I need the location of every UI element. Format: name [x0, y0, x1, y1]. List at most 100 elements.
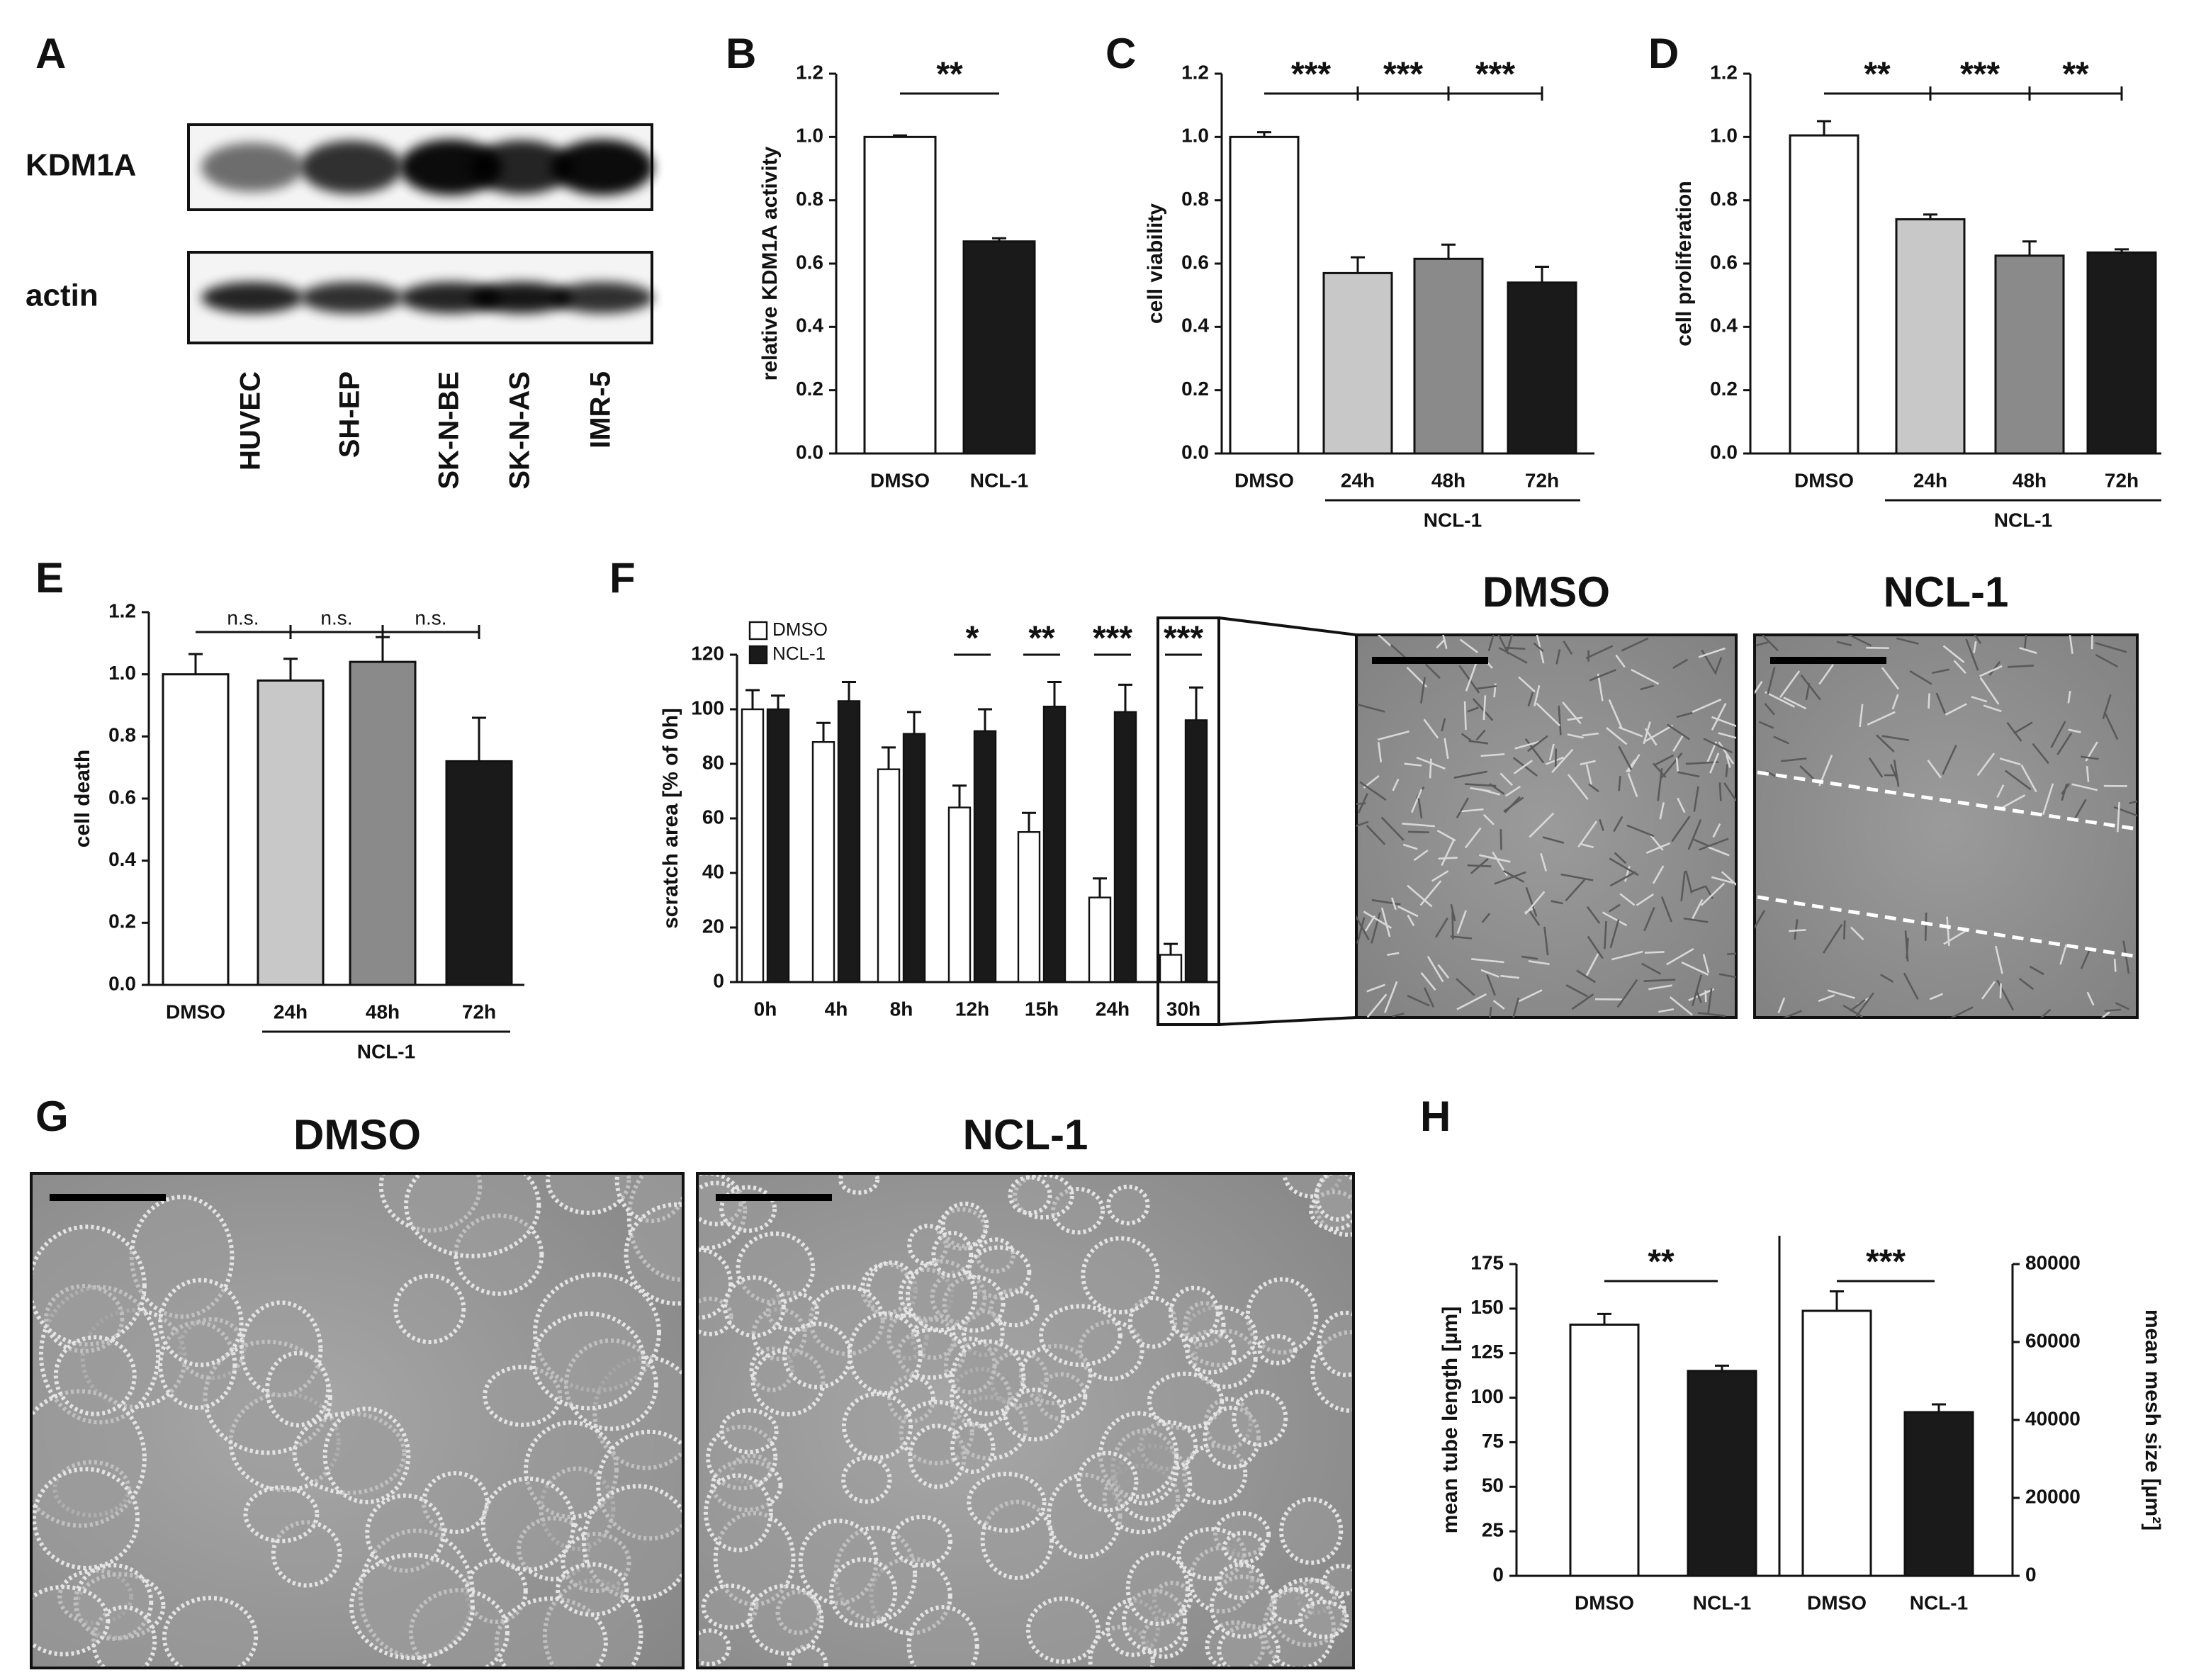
mesh: [546, 1173, 631, 1215]
cell: [1618, 726, 1643, 738]
cell: [1551, 748, 1574, 774]
micrograph-title: NCL-1: [1884, 568, 2009, 616]
cell: [1618, 776, 1621, 791]
cell: [1767, 667, 1776, 695]
cell: [1423, 987, 1434, 1008]
error-bar: [1047, 681, 1062, 707]
cell: [1599, 819, 1604, 831]
cell: [1640, 684, 1654, 691]
y-tick-label: 50: [1482, 1475, 1504, 1496]
y-tick-label: 1.0: [1181, 125, 1209, 147]
mesh: [265, 1351, 331, 1428]
cell: [1480, 969, 1499, 978]
error-bar: [907, 711, 921, 734]
scratch-edge: [1757, 770, 2138, 831]
bar: [1113, 711, 1137, 983]
y-tick-label: 40000: [2025, 1407, 2081, 1429]
cell: [2039, 1008, 2052, 1017]
cell: [1783, 697, 1807, 710]
mesh: [906, 1605, 979, 1668]
cell: [1371, 912, 1381, 944]
cell: [2080, 948, 2091, 969]
x-tick-label: 12h: [955, 998, 989, 1020]
cell: [2042, 783, 2054, 816]
cell: [1404, 762, 1422, 767]
cell: [1876, 734, 1895, 752]
cell: [1903, 972, 1919, 1000]
cell: [2006, 721, 2022, 742]
mesh: [404, 1173, 541, 1258]
significance-label: ***: [1093, 620, 1132, 658]
cell: [1416, 756, 1446, 770]
cell: [1377, 742, 1383, 762]
cell: [1687, 819, 1702, 850]
cell: [1718, 741, 1735, 765]
cell: [1996, 784, 2005, 799]
cell: [1714, 657, 1723, 674]
cell: [1643, 907, 1655, 932]
cell: [1502, 869, 1525, 883]
cell: [1627, 772, 1638, 797]
x-tick-label: 24h: [274, 1000, 308, 1022]
error-bar: [1932, 1403, 1946, 1412]
cell: [1407, 995, 1430, 1007]
y-tick-label: 0.4: [1710, 315, 1738, 337]
error-bar: [1441, 243, 1456, 259]
cell: [1444, 738, 1449, 759]
blot-band: [300, 140, 403, 194]
lane-label: HUVEC: [235, 371, 266, 470]
mesh: [53, 1335, 137, 1416]
cell: [1540, 852, 1548, 872]
y-tick-label: 175: [1470, 1251, 1504, 1273]
bar: [1413, 257, 1484, 455]
bar: [1042, 705, 1067, 983]
mesh: [349, 1552, 475, 1661]
cell: [1928, 693, 1930, 709]
x-tick-label: NCL-1: [970, 469, 1028, 491]
zoom-line: [1218, 616, 1357, 636]
cell: [1983, 704, 2002, 713]
cell: [1893, 760, 1900, 787]
significance-label: ***: [1960, 56, 2000, 94]
mesh: [1081, 1236, 1160, 1314]
blot-band: [471, 282, 573, 313]
mesh: [31, 1584, 111, 1657]
mesh: [891, 1514, 953, 1568]
cell: [1880, 974, 1894, 983]
cell: [1505, 785, 1521, 797]
y-tick-label: 0.8: [796, 188, 823, 210]
cell: [1606, 727, 1628, 745]
cell: [1836, 641, 1852, 647]
cell: [1703, 738, 1733, 754]
cell: [1461, 733, 1472, 741]
cell: [2020, 764, 2037, 793]
cell: [2029, 965, 2044, 976]
group-label: NCL-1: [1424, 509, 1482, 531]
cell: [1799, 765, 1816, 782]
mesh: [703, 1473, 773, 1552]
cell: [1706, 741, 1718, 763]
micrograph-frame: [696, 1172, 1355, 1669]
error-bar: [842, 681, 856, 701]
cell: [1726, 754, 1731, 768]
cell: [1571, 993, 1594, 1010]
cell: [1563, 640, 1573, 655]
error-bar: [978, 708, 992, 731]
cell: [1789, 929, 1806, 932]
y-tick-label: 0: [2025, 1563, 2037, 1585]
cell: [1660, 896, 1672, 923]
cell: [1453, 770, 1487, 779]
cell: [1576, 969, 1597, 983]
micrograph: [1355, 633, 1738, 1019]
y-tick-label: 120: [691, 642, 724, 664]
cell: [1503, 796, 1524, 813]
cell: [1475, 684, 1497, 690]
y-tick-label: 100: [1470, 1385, 1504, 1407]
cell: [1762, 635, 1779, 652]
cell: [2074, 799, 2087, 819]
x-tick-label: 48h: [1431, 469, 1465, 491]
bar: [1017, 831, 1041, 983]
x-tick-label: NCL-1: [1693, 1591, 1751, 1613]
cell: [1480, 752, 1505, 757]
error-bar: [1118, 683, 1132, 712]
